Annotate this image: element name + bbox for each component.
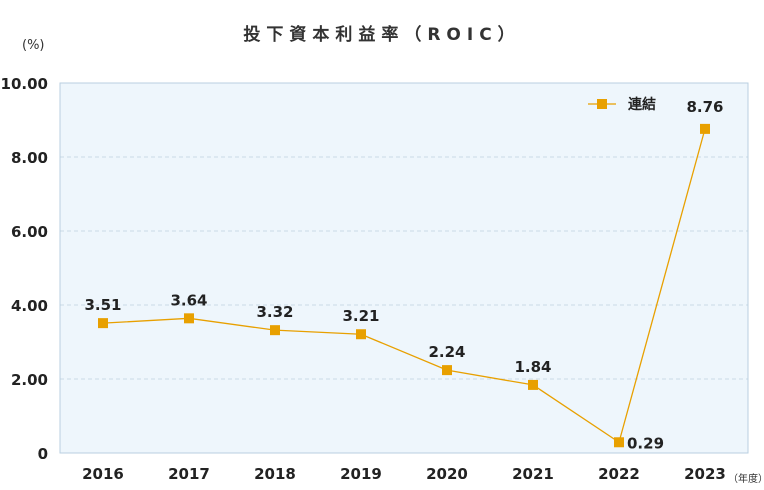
x-tick-label: 2022	[598, 465, 640, 483]
data-point	[700, 123, 710, 134]
x-axis-unit: （年度）	[728, 474, 764, 485]
y-tick-label: 8.00	[11, 149, 48, 167]
data-label: 0.29	[627, 434, 664, 452]
data-point	[184, 313, 194, 324]
plot-border	[59, 82, 749, 454]
data-point	[442, 365, 452, 376]
y-tick-label: 6.00	[11, 223, 48, 241]
legend-marker	[597, 99, 607, 109]
x-tick-label: 2021	[512, 465, 554, 483]
data-label: 1.84	[514, 358, 551, 376]
series-line	[102, 128, 706, 444]
y-tick-label: 10.00	[1, 75, 48, 93]
chart-title: 投下資本利益率（ROIC）	[243, 25, 521, 45]
data-label: 3.64	[170, 291, 207, 309]
data-point	[356, 329, 366, 340]
data-label: 3.32	[256, 303, 293, 321]
data-point	[270, 325, 280, 336]
data-point	[528, 379, 538, 390]
y-axis-unit: (%)	[22, 38, 45, 53]
x-tick-label: 2017	[168, 465, 210, 483]
y-tick-label: 0	[38, 445, 48, 463]
data-label: 3.51	[84, 296, 121, 314]
x-tick-label: 2020	[426, 465, 468, 483]
x-tick-label: 2019	[340, 465, 382, 483]
data-label: 2.24	[428, 343, 465, 361]
x-tick-label: 2023	[684, 465, 726, 483]
data-point	[614, 437, 624, 448]
data-label: 3.21	[342, 307, 379, 325]
x-tick-label: 2018	[254, 465, 296, 483]
data-label: 8.76	[686, 98, 723, 116]
y-tick-label: 4.00	[11, 297, 48, 315]
legend-label: 連結	[628, 96, 656, 113]
y-tick-label: 2.00	[11, 371, 48, 389]
plot-background	[60, 83, 748, 453]
data-point	[98, 318, 108, 329]
x-tick-label: 2016	[82, 465, 124, 483]
